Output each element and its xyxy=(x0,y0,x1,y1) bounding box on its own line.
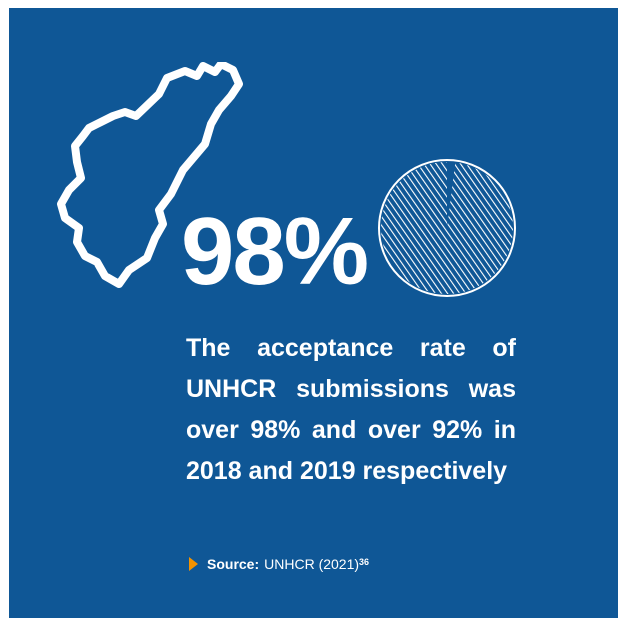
stat-caption: The acceptance rate of UNHCR submissions… xyxy=(186,334,516,485)
infographic-panel: 98% The acceptance rate of UNHCR submiss… xyxy=(9,8,618,618)
pie-slice-98 xyxy=(381,162,514,294)
source-text: UNHCR (2021) xyxy=(264,556,360,572)
source-label: Source: xyxy=(207,556,260,572)
source-line: Source: UNHCR (2021) 36 xyxy=(189,554,369,574)
country-outline-icon xyxy=(57,62,243,288)
source-footnote: 36 xyxy=(359,557,370,567)
headline-percentage: 98% xyxy=(181,198,369,305)
triangle-arrow-icon xyxy=(189,557,198,571)
pie-chart-icon xyxy=(378,159,516,297)
